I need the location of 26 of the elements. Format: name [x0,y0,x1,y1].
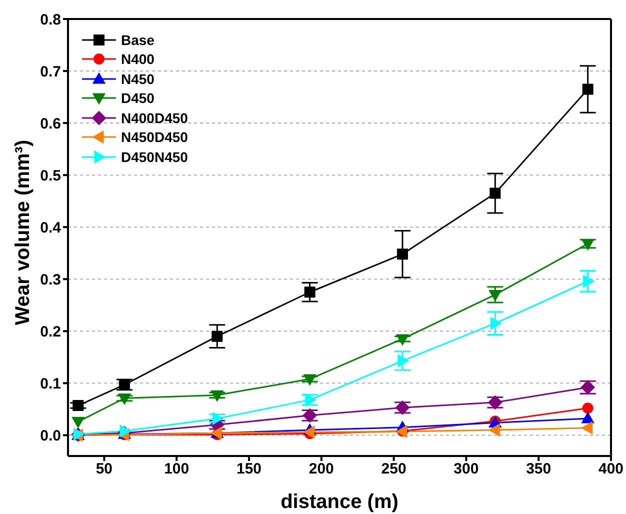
y-tick-label: 0.8 [40,11,61,28]
legend-label: Base [121,32,154,48]
legend-label: N450D450 [121,129,188,146]
y-axis-title: Wear volume (mm³) [12,139,36,325]
y-tick-label: 0.0 [40,428,61,445]
y-tick-label: 0.7 [40,63,61,80]
x-tick-label: 300 [454,460,479,478]
x-tick-label: 100 [164,460,190,478]
legend-label: N400D450 [121,110,188,126]
legend-label: D450N450 [121,148,188,165]
x-tick-label: 150 [236,460,262,478]
y-tick-label: 0.1 [40,375,61,392]
y-tick-label: 0.2 [40,323,61,340]
x-tick-label: 200 [308,460,334,478]
legend-label: N450 [121,70,154,87]
x-tick-label: 400 [598,460,624,478]
y-tick-label: 0.3 [40,271,61,288]
y-tick-label: 0.4 [40,219,62,236]
y-tick-label: 0.6 [40,115,61,132]
x-tick-label: 250 [381,460,406,478]
x-tick-label: 350 [526,460,552,478]
x-axis-title: distance (m) [280,491,398,513]
x-tick-label: 50 [96,460,113,478]
legend-label: D450 [121,90,154,106]
y-tick-label: 0.5 [40,167,61,184]
legend-label: N400 [121,51,154,68]
